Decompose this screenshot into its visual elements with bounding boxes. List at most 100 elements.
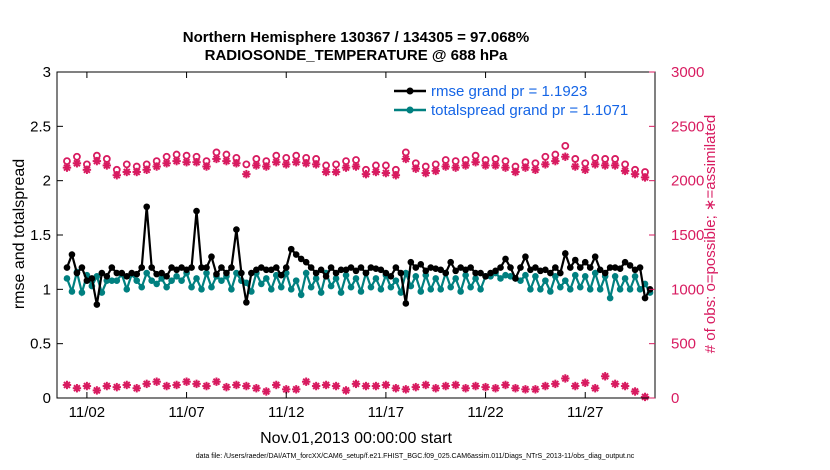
rmse-series-point [626,262,634,269]
asterisk-stroke [621,382,629,390]
rmse-series-point [263,266,270,274]
totalspread-series-point [143,269,150,277]
obs-assimilated-point [202,162,211,171]
asterisk-stroke [461,384,470,392]
asterisk-stroke [342,163,350,172]
obs-bottom-point [62,380,72,390]
obs-bottom-point [212,377,221,386]
asterisk-stroke [182,378,191,386]
totalspread-series-point [542,277,549,284]
asterisk-stroke [422,169,430,177]
rmse-series-point [581,258,589,266]
asterisk-stroke [392,171,400,179]
totalspread-series-point [417,288,425,295]
rmse-series-point [586,264,594,271]
obs-bottom-point [461,384,470,393]
asterisk-stroke [501,381,510,389]
rmse-series-point [183,266,190,274]
x-tick-label: 11/17 [368,404,404,421]
y-left-tick-label: 1.5 [30,227,51,244]
obs-possible-point [431,160,440,169]
obs-assimilated-point [411,164,420,173]
asterisk-stroke [451,163,460,172]
rmse-series-point [163,272,170,280]
asterisk-stroke [561,374,569,383]
asterisk-stroke [103,161,111,170]
asterisk-stroke [631,170,639,178]
x-tick-label: 11/07 [168,404,204,421]
obs-assimilated-point [62,163,72,172]
totalspread-series-point [78,289,86,296]
totalspread-series-point [447,283,454,291]
rmse-series-point [452,267,459,275]
data-file-footer: data file: /Users/raeder/DAI/ATM_forcXX/… [196,453,635,460]
rmse-series-point [218,264,225,271]
asterisk-stroke [212,155,221,163]
rmse-series-point [103,272,111,280]
totalspread-series-point [586,286,594,293]
obs-assimilated-point [102,161,112,170]
totalspread-series-point [477,286,484,293]
totalspread-series-point [327,282,335,290]
totalspread-series-line [65,269,651,299]
obs-assimilated-point [282,160,291,169]
rmse-series-point [178,264,185,271]
asterisk-stroke [511,168,520,176]
asterisk-stroke [352,380,360,388]
obs-bottom-point [541,381,550,391]
asterisk-stroke [591,384,599,392]
asterisk-stroke [152,162,161,171]
y-axis-left-label: rmse and totalspread [11,159,28,309]
totalspread-series-point [203,269,210,277]
y-left-tick-label: 0 [43,390,51,407]
rmse-series-point [148,264,155,271]
rmse-series-point [208,253,215,261]
obs-possible-point [102,155,111,163]
rmse-series-point [566,264,574,271]
totalspread-series-point [537,286,544,293]
asterisk-stroke [322,168,330,176]
totalspread-series-point [392,277,400,284]
asterisk-stroke [352,162,360,171]
obs-assimilated-point [610,161,620,170]
obs-assimilated-point [471,157,480,167]
obs-assimilated-point [431,166,440,176]
chart-title-line2: RADIOSONDE_TEMPERATURE @ 688 hPa [205,47,508,64]
asterisk-stroke [242,382,251,390]
obs-assimilated-point [581,165,590,174]
totalspread-series-point [562,277,569,284]
obs-bottom-point [182,377,191,386]
asterisk-stroke [63,381,71,389]
obs-assimilated-point [461,161,470,170]
asterisk-stroke [222,383,231,391]
rmse-series-point [636,264,644,271]
rmse-series-point [73,269,81,277]
totalspread-series-point [596,286,604,293]
asterisk-stroke [113,383,121,391]
y-axis-right-label: # of obs: o=possible; ∗=assimilated [702,115,719,354]
y-right-tick-label: 2000 [671,173,704,190]
totalspread-series-point [497,275,504,282]
asterisk-stroke [172,157,181,165]
asterisk-stroke [541,382,550,390]
obs-bottom-point [192,379,201,389]
asterisk-stroke [641,173,649,182]
obs-possible-point [541,152,550,161]
obs-bottom-point [511,384,520,393]
obs-assimilated-point [242,169,251,179]
obs-bottom-point [272,380,281,390]
rmse-series-point [258,264,265,271]
rmse-series-point [332,269,340,277]
asterisk-stroke [591,160,599,169]
rmse-series-point [507,264,514,271]
x-tick-label: 11/02 [69,404,105,421]
asterisk-stroke [432,167,440,175]
asterisk-stroke [362,170,370,178]
y-right-tick-label: 1500 [671,227,704,244]
rmse-series-point [203,264,210,271]
rmse-series-point [557,269,564,277]
asterisk-stroke [202,162,211,171]
x-axis-label: Nov.01,2013 00:00:00 start [260,430,452,447]
asterisk-stroke [392,384,400,392]
obs-assimilated-point [451,163,460,172]
